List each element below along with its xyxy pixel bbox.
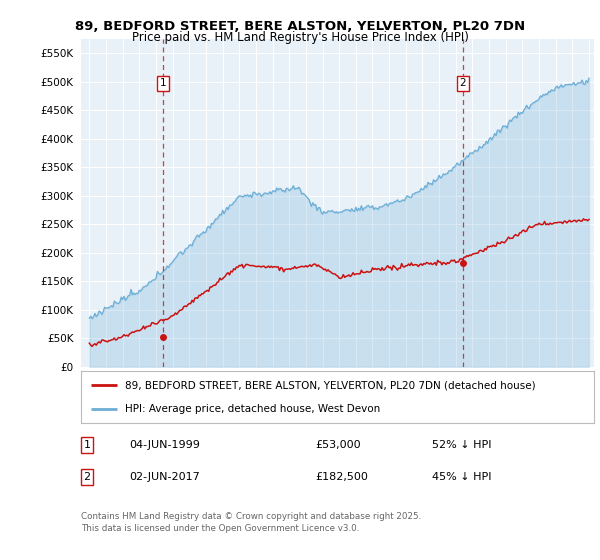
Text: 2: 2: [83, 472, 91, 482]
Text: HPI: Average price, detached house, West Devon: HPI: Average price, detached house, West…: [125, 404, 380, 414]
Text: 89, BEDFORD STREET, BERE ALSTON, YELVERTON, PL20 7DN (detached house): 89, BEDFORD STREET, BERE ALSTON, YELVERT…: [125, 380, 535, 390]
Text: £182,500: £182,500: [315, 472, 368, 482]
Text: 52% ↓ HPI: 52% ↓ HPI: [432, 440, 491, 450]
Text: 02-JUN-2017: 02-JUN-2017: [129, 472, 200, 482]
Text: 04-JUN-1999: 04-JUN-1999: [129, 440, 200, 450]
Text: Price paid vs. HM Land Registry's House Price Index (HPI): Price paid vs. HM Land Registry's House …: [131, 31, 469, 44]
Text: 1: 1: [160, 78, 166, 88]
Text: 2: 2: [460, 78, 466, 88]
Text: £53,000: £53,000: [315, 440, 361, 450]
Text: 45% ↓ HPI: 45% ↓ HPI: [432, 472, 491, 482]
Text: 1: 1: [83, 440, 91, 450]
Text: Contains HM Land Registry data © Crown copyright and database right 2025.
This d: Contains HM Land Registry data © Crown c…: [81, 512, 421, 533]
Text: 89, BEDFORD STREET, BERE ALSTON, YELVERTON, PL20 7DN: 89, BEDFORD STREET, BERE ALSTON, YELVERT…: [75, 20, 525, 32]
